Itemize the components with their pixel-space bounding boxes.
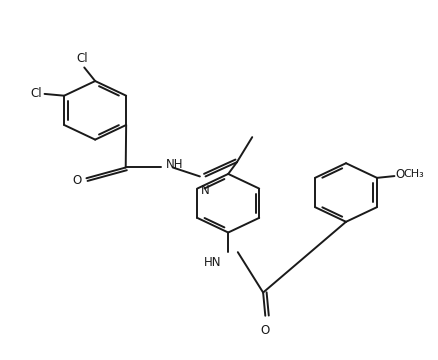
- Text: O: O: [394, 168, 404, 181]
- Text: CH₃: CH₃: [402, 169, 423, 179]
- Text: Cl: Cl: [31, 87, 42, 100]
- Text: N: N: [201, 184, 209, 197]
- Text: HN: HN: [204, 256, 221, 269]
- Text: O: O: [260, 324, 269, 337]
- Text: NH: NH: [166, 158, 183, 171]
- Text: O: O: [72, 174, 81, 186]
- Text: Cl: Cl: [76, 51, 88, 64]
